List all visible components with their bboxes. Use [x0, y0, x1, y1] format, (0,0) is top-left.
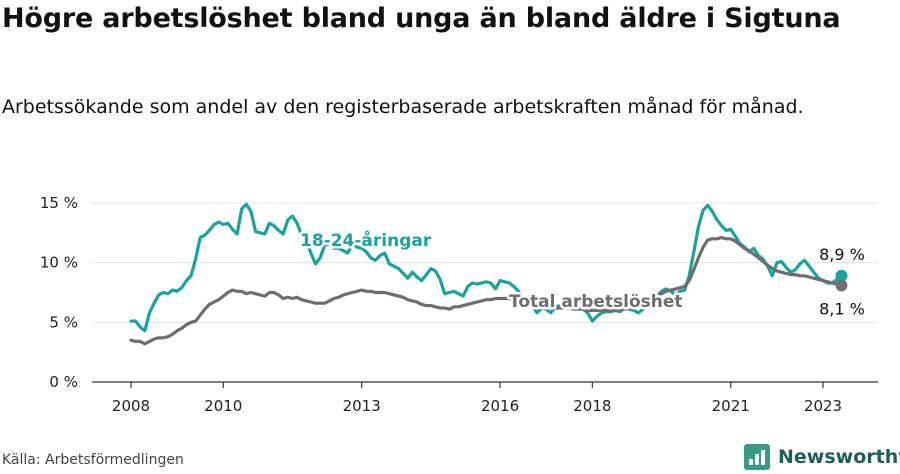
total-series-line — [129, 236, 844, 346]
newsworthy-logo-icon — [744, 444, 770, 470]
x-tick-label: 2008 — [112, 397, 150, 415]
youth-end-label: 8,9 % — [819, 245, 865, 264]
youth-series-label: 18-24-åringar — [300, 229, 432, 251]
x-tick-label: 2010 — [204, 397, 242, 415]
x-tick-label: 2021 — [712, 397, 750, 415]
total-end-point — [835, 279, 848, 292]
youth-series-line — [129, 202, 844, 333]
x-tick-label: 2013 — [343, 397, 381, 415]
x-tick-label: 2023 — [804, 397, 842, 415]
total-series-label: Total arbetslöshet — [509, 292, 683, 312]
series-lines — [129, 202, 848, 346]
youth-end-point — [835, 269, 848, 282]
y-axis-ticks: 0 % 5 % 10 % 15 % — [40, 194, 78, 391]
y-tick-label: 0 % — [49, 373, 78, 391]
y-tick-label: 15 % — [40, 194, 78, 212]
brand: Newsworthy — [744, 442, 900, 472]
x-tick-label: 2016 — [481, 397, 519, 415]
page-subtitle: Arbetssökande som andel av den registerb… — [2, 96, 804, 118]
total-end-label: 8,1 % — [819, 299, 865, 318]
x-axis: 2008 2010 2013 2016 2018 2021 2023 — [92, 381, 878, 415]
source-note: Källa: Arbetsförmedlingen — [2, 452, 184, 468]
page-title: Högre arbetslöshet bland unga än bland ä… — [2, 3, 841, 34]
gridlines — [92, 202, 878, 323]
y-tick-label: 10 % — [40, 254, 78, 272]
y-tick-label: 5 % — [49, 313, 78, 331]
youth-series-label-halo: 18-24-åringar — [300, 229, 432, 251]
total-series-label-halo: Total arbetslöshet — [509, 292, 683, 312]
x-tick-label: 2018 — [573, 397, 611, 415]
brand-name: Newsworthy — [778, 446, 900, 468]
